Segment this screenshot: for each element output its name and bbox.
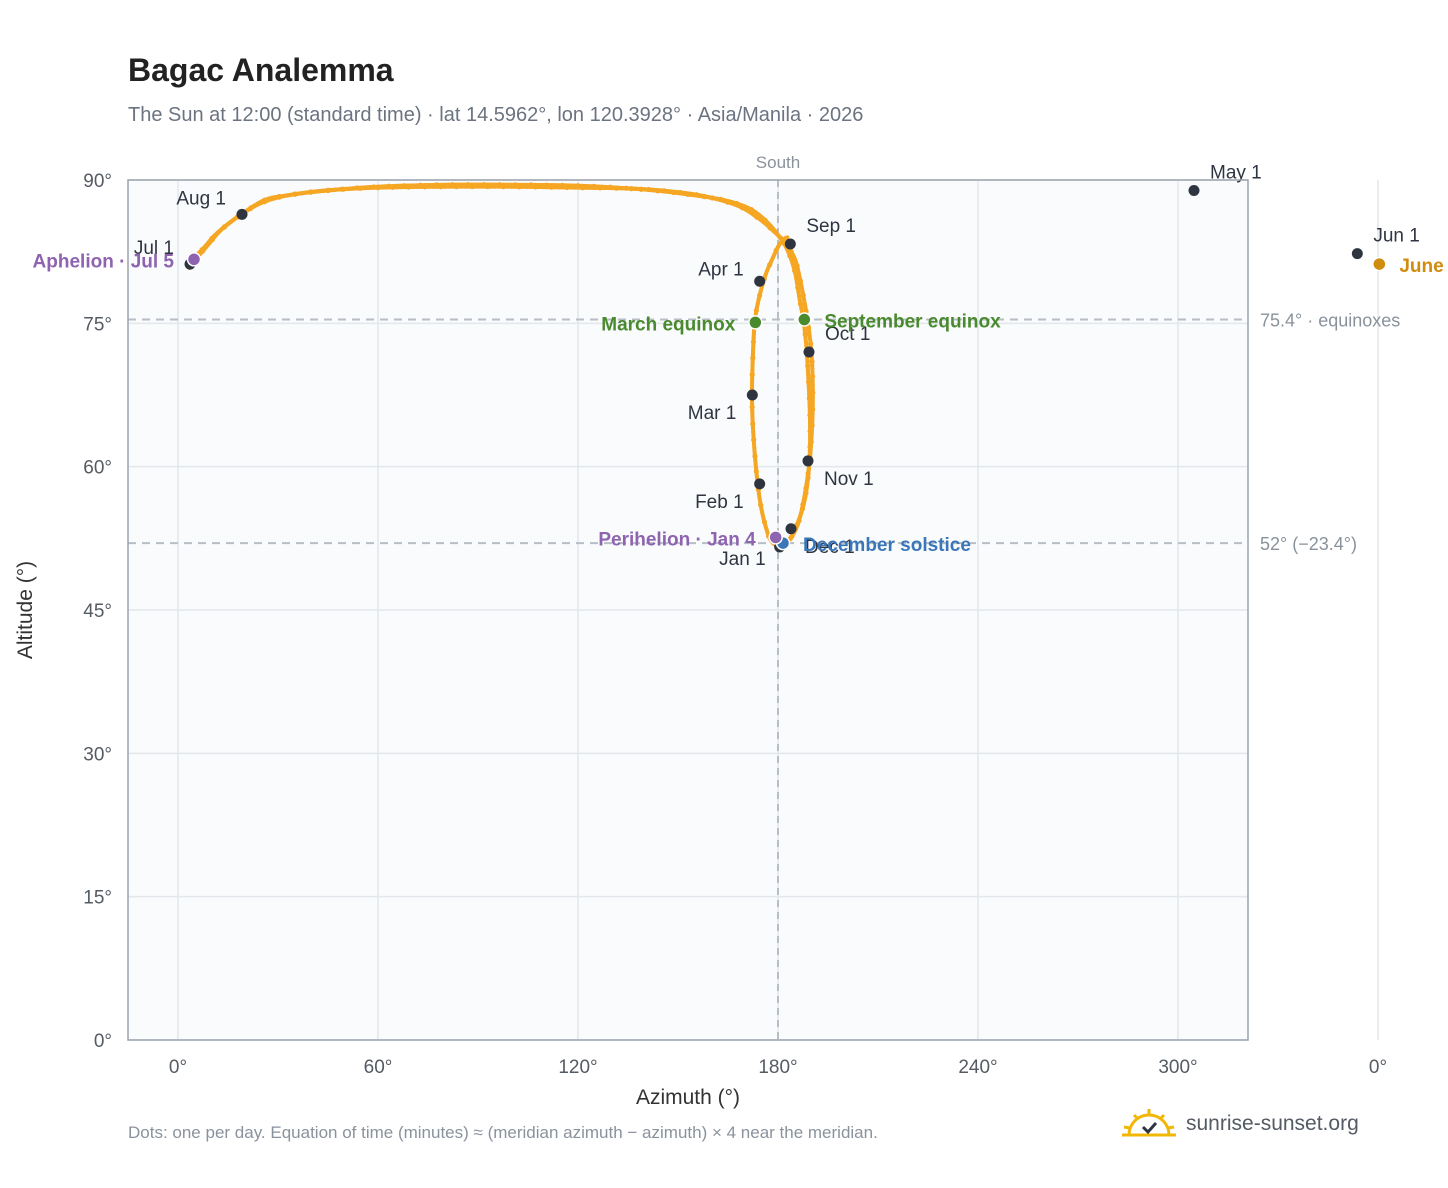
event-label-perihelion-jan-4: Perihelion · Jan 4 bbox=[598, 529, 756, 550]
month-marker-may-1 bbox=[1188, 185, 1200, 197]
x-tick-label: 300° bbox=[1158, 1057, 1197, 1078]
month-label-mar-1: Mar 1 bbox=[688, 403, 737, 424]
y-axis-label: Altitude (°) bbox=[14, 561, 37, 659]
grid-lines bbox=[128, 179, 1379, 1041]
month-label-feb-1: Feb 1 bbox=[695, 492, 744, 513]
y-tick-label: 30° bbox=[83, 744, 112, 765]
month-label-aug-1: Aug 1 bbox=[176, 188, 226, 209]
month-label-jul-1: Jul 1 bbox=[134, 238, 174, 259]
month-marker-aug-1 bbox=[236, 208, 248, 220]
y-tick-label: 45° bbox=[83, 601, 112, 622]
plot-frame bbox=[127, 179, 1249, 1041]
reference-lines: South 75.4° · equinoxes 52° (−23.4°) bbox=[128, 153, 1400, 1040]
x-tick-label: 120° bbox=[558, 1057, 597, 1078]
y-tick-label: 0° bbox=[94, 1031, 112, 1052]
month-marker-oct-1 bbox=[803, 346, 815, 358]
chart-footnote: Dots: one per day. Equation of time (min… bbox=[128, 1123, 878, 1142]
brand-name: sunrise-sunset.org bbox=[1186, 1112, 1359, 1135]
reference-line-label: 75.4° · equinoxes bbox=[1260, 311, 1400, 331]
month-label-nov-1: Nov 1 bbox=[824, 469, 874, 490]
x-tick-label: 60° bbox=[364, 1057, 393, 1078]
analemma-segment bbox=[783, 235, 790, 241]
event-marker-march-equinox bbox=[748, 315, 763, 330]
y-tick-label: 60° bbox=[83, 458, 112, 479]
month-label-jan-1: Jan 1 bbox=[719, 549, 765, 570]
month-marker-dec-1 bbox=[785, 523, 797, 535]
month-label-dec-1: Dec 1 bbox=[805, 537, 855, 558]
sunrise-logo-icon bbox=[1122, 1109, 1176, 1137]
event-label-march-equinox: March equinox bbox=[601, 314, 736, 335]
brand-logo[interactable]: sunrise-sunset.org bbox=[1120, 1104, 1359, 1144]
month-label-apr-1: Apr 1 bbox=[698, 259, 743, 280]
month-marker-sep-1 bbox=[784, 238, 796, 250]
month-label-sep-1: Sep 1 bbox=[806, 216, 856, 237]
chart-subtitle: The Sun at 12:00 (standard time) · lat 1… bbox=[128, 104, 864, 126]
reference-line-label: 52° (−23.4°) bbox=[1260, 534, 1357, 554]
y-tick-label: 90° bbox=[83, 171, 112, 192]
month-marker-feb-1 bbox=[754, 478, 766, 490]
x-axis-ticks: 0° 60° 120° 180° 240° 300° 0° bbox=[169, 1057, 1387, 1078]
meridian-label: South bbox=[756, 153, 800, 172]
y-tick-label: 15° bbox=[83, 888, 112, 909]
event-marker-perihelion-jan-4 bbox=[768, 530, 783, 545]
analemma-curve bbox=[187, 181, 816, 550]
y-axis-ticks: 0° 15° 30° 45° 60° 75° 90° bbox=[83, 171, 112, 1052]
event-label-june-solstice: June solstice bbox=[1399, 256, 1448, 277]
month-marker-jun-1 bbox=[1351, 248, 1363, 260]
month-marker-nov-1 bbox=[802, 455, 814, 467]
x-tick-label: 0° bbox=[1369, 1057, 1387, 1078]
event-marker-aphelion-jul-5 bbox=[186, 252, 202, 267]
month-label-oct-1: Oct 1 bbox=[825, 324, 870, 345]
x-tick-label: 180° bbox=[758, 1057, 797, 1078]
month-marker-mar-1 bbox=[746, 389, 758, 401]
month-label-jun-1: Jun 1 bbox=[1373, 226, 1419, 247]
event-marker-september-equinox bbox=[797, 312, 812, 327]
month-marker-apr-1 bbox=[754, 275, 766, 287]
x-tick-label: 0° bbox=[169, 1057, 187, 1078]
event-label-september-equinox: September equinox bbox=[824, 312, 1001, 333]
event-markers: March equinox September equinox June solst… bbox=[33, 251, 1448, 556]
event-label-december-solstice: December solstice bbox=[803, 535, 971, 556]
month-markers: Jan 1 Feb 1 Mar 1 Apr 1 May 1 Jun 1 Jul 1 Aug 1… bbox=[134, 163, 1420, 570]
event-label-aphelion-jul-5: Aphelion · Jul 5 bbox=[33, 251, 175, 272]
y-tick-label: 75° bbox=[83, 314, 112, 335]
x-tick-label: 240° bbox=[958, 1057, 997, 1078]
x-axis-label: Azimuth (°) bbox=[636, 1086, 740, 1109]
chart-title: Bagac Analemma bbox=[128, 52, 394, 88]
month-label-may-1: May 1 bbox=[1210, 163, 1262, 184]
event-marker-june-solstice bbox=[1372, 256, 1387, 272]
